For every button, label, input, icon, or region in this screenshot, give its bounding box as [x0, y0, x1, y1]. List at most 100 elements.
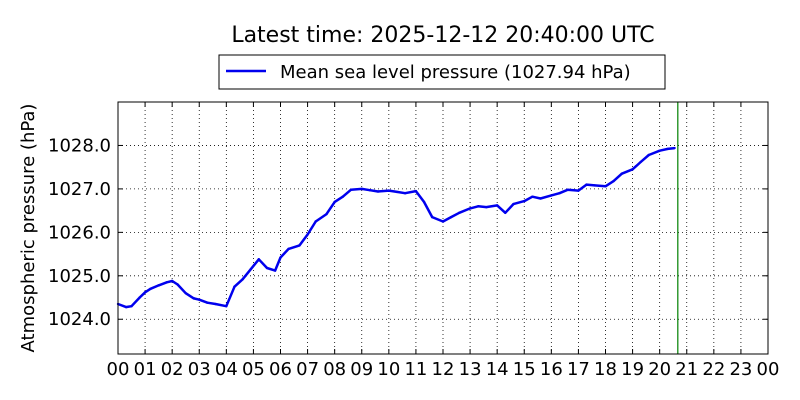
data-point	[249, 268, 252, 271]
data-point	[485, 205, 488, 209]
data-point	[449, 215, 453, 219]
data-point	[395, 190, 399, 194]
data-point	[673, 146, 676, 150]
data-point	[639, 160, 642, 164]
y-tick-label: 1026.0	[48, 222, 111, 243]
data-point	[360, 187, 363, 191]
x-tick-label: 10	[377, 359, 400, 380]
data-point	[306, 233, 309, 236]
data-point	[403, 192, 407, 195]
x-tick-label: 06	[269, 359, 292, 380]
data-point	[170, 279, 174, 283]
data-point	[333, 200, 336, 204]
data-point	[604, 185, 607, 188]
x-tick-label: 13	[459, 359, 482, 380]
data-point	[298, 244, 301, 247]
x-tick-label: 23	[729, 359, 752, 380]
data-point	[566, 188, 569, 191]
x-tick-label: 22	[702, 359, 725, 380]
data-point	[198, 298, 201, 301]
data-point	[504, 211, 507, 214]
data-point	[539, 197, 542, 200]
legend-label: Mean sea level pressure (1027.94 hPa)	[280, 62, 631, 83]
x-tick-label: 21	[675, 359, 698, 380]
data-point	[279, 256, 282, 259]
x-tick-label: 14	[486, 359, 509, 380]
x-tick-label: 00	[757, 359, 780, 380]
y-tick-label: 1027.0	[48, 179, 111, 200]
data-point	[441, 220, 445, 223]
data-point	[577, 189, 580, 192]
data-point	[612, 179, 615, 183]
data-point	[143, 291, 147, 294]
data-point	[558, 192, 561, 195]
data-point	[376, 190, 380, 193]
data-point	[593, 184, 596, 187]
x-tick-label: 18	[594, 359, 617, 380]
data-point	[192, 297, 196, 300]
data-point	[176, 283, 179, 286]
axis-ticks	[117, 102, 769, 354]
x-tick-label: 20	[648, 359, 671, 380]
data-point	[225, 305, 228, 308]
data-point	[523, 199, 526, 203]
chart-title: Latest time: 2025-12-12 20:40:00 UTC	[231, 23, 654, 48]
data-point	[368, 189, 372, 192]
data-point	[585, 183, 588, 186]
data-point	[631, 168, 634, 171]
data-point	[184, 291, 187, 295]
data-point	[349, 188, 353, 191]
data-point	[257, 258, 261, 261]
plot-frame	[117, 101, 769, 355]
x-tick-label: 12	[432, 359, 455, 380]
data-point	[550, 194, 553, 197]
series-layer	[116, 146, 676, 309]
y-axis-label: Atmospheric pressure (hPa)	[18, 104, 39, 353]
data-point	[477, 205, 480, 208]
x-tick-label: 05	[242, 359, 265, 380]
data-point	[265, 266, 269, 270]
data-point	[314, 220, 317, 223]
x-tick-label: 02	[161, 359, 184, 380]
data-point	[241, 278, 244, 281]
grid	[118, 102, 768, 354]
data-point	[495, 204, 499, 207]
data-point	[658, 149, 661, 152]
series-line-0	[117, 146, 675, 309]
x-tick-label: 17	[567, 359, 590, 380]
y-tick-label: 1024.0	[48, 309, 111, 330]
x-tick-label: 03	[188, 359, 211, 380]
data-point	[214, 302, 217, 306]
legend: Mean sea level pressure (1027.94 hPa)	[218, 54, 666, 90]
x-tick-label: 08	[323, 359, 346, 380]
data-point	[165, 281, 168, 284]
data-point	[458, 211, 461, 214]
y-tick-label: 1028.0	[48, 135, 111, 156]
data-point	[620, 172, 623, 175]
data-point	[666, 147, 669, 151]
data-point	[124, 305, 128, 309]
x-tick-label: 09	[350, 359, 373, 380]
data-point	[273, 269, 277, 272]
data-point	[647, 153, 651, 157]
x-tick-label: 04	[215, 359, 238, 380]
data-point	[130, 305, 133, 308]
x-tick-label: 16	[540, 359, 563, 380]
x-tick-label: 00	[107, 359, 130, 380]
x-tick-label: 11	[404, 359, 427, 380]
legend-box	[218, 54, 666, 90]
x-tick-labels: 00 01 02 03 04 05 06 07 08 09 10 11 12 13 14 15 16 17 18 19…	[107, 359, 780, 380]
data-point	[149, 287, 152, 291]
data-point	[341, 195, 344, 198]
x-tick-label: 07	[296, 359, 319, 380]
data-point	[387, 189, 391, 192]
y-tick-labels: 1024.0 1025.0 1026.0 1027.0 1028.0	[48, 135, 111, 330]
x-tick-label: 19	[621, 359, 644, 380]
y-tick-label: 1025.0	[48, 266, 111, 287]
data-point	[157, 284, 160, 287]
x-tick-label: 01	[134, 359, 157, 380]
data-point	[138, 296, 141, 299]
data-point	[512, 202, 515, 206]
data-point	[531, 195, 534, 198]
